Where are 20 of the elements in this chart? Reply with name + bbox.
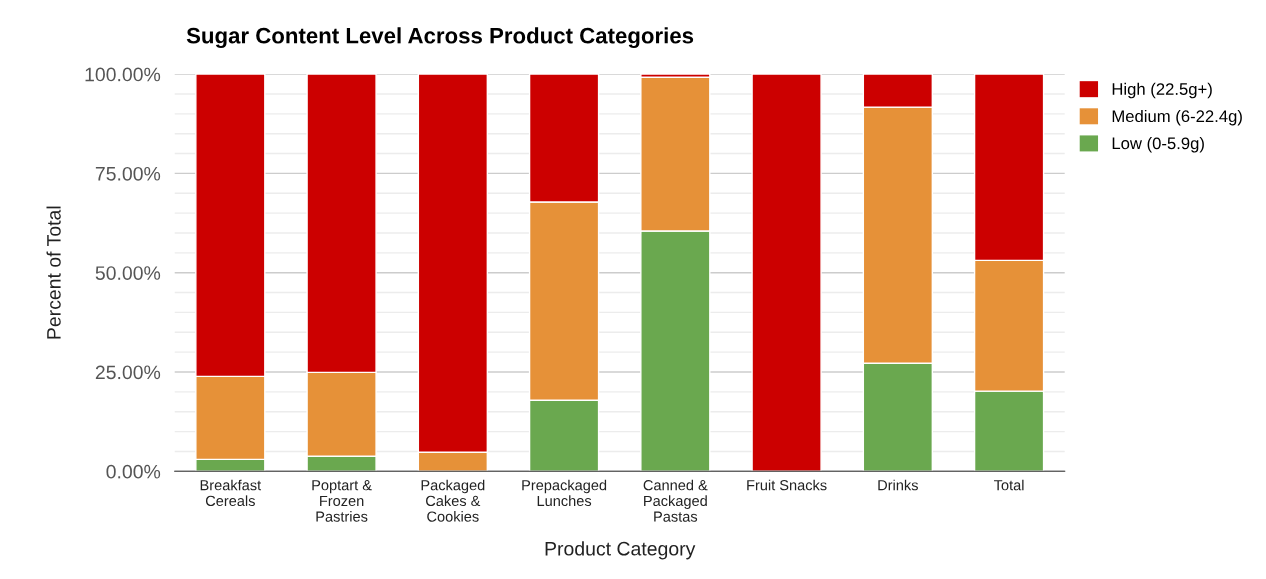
y-tick-label: 100.00% xyxy=(85,67,161,82)
x-tick-label: Total xyxy=(994,479,1024,491)
x-tick-label: Packaged Cakes & Cookies xyxy=(421,479,485,522)
y-axis-title: Percent of Total xyxy=(46,206,61,339)
y-tick-label: 25.00% xyxy=(95,365,161,380)
bar xyxy=(751,74,822,472)
y-tick-label: 75.00% xyxy=(95,166,161,181)
chart-title: Sugar Content Level Across Product Categories xyxy=(186,27,694,49)
x-tick-label: Canned & Packaged Pastas xyxy=(643,479,708,522)
y-tick-label: 50.00% xyxy=(95,266,161,280)
legend-label: Medium (6-22.4g) xyxy=(1112,109,1242,126)
x-tick-label: Prepackaged Lunches xyxy=(522,479,607,507)
x-tick-label: Fruit Snacks xyxy=(747,479,827,491)
x-axis-title: Product Category xyxy=(545,541,696,560)
x-tick-label: Poptart & Frozen Pastries xyxy=(312,480,372,522)
legend-label: Low (0-5.9g) xyxy=(1112,137,1204,153)
y-tick-label: 0.00% xyxy=(106,464,161,479)
x-tick-label: Breakfast Cereals xyxy=(200,479,262,507)
x-tick-label: Drinks xyxy=(878,479,918,491)
legend-label: High (22.5g+) xyxy=(1112,82,1212,99)
